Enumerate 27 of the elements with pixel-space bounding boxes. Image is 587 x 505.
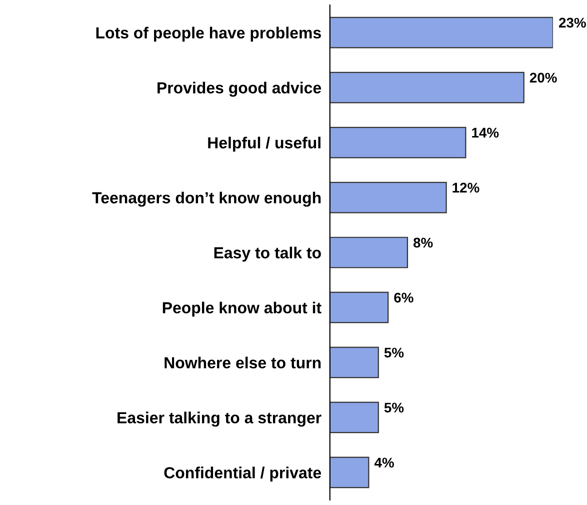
bar bbox=[330, 456, 370, 488]
bar bbox=[330, 72, 524, 104]
bar bbox=[330, 346, 379, 378]
bar bbox=[330, 16, 553, 48]
bar bbox=[330, 402, 379, 434]
y-tick-label: Confidential / private bbox=[164, 466, 322, 482]
data-label: 12% bbox=[452, 182, 480, 193]
data-label: 4% bbox=[374, 458, 394, 468]
bar bbox=[330, 182, 447, 214]
data-label: 23% bbox=[558, 18, 586, 28]
data-label: 14% bbox=[472, 128, 499, 138]
data-label: 5% bbox=[384, 348, 404, 358]
data-label: 5% bbox=[384, 402, 404, 413]
y-tick-label: Helpful / useful bbox=[208, 136, 320, 152]
data-label: 20% bbox=[530, 72, 557, 83]
y-tick-label: People know about it bbox=[162, 302, 322, 317]
y-tick-label: Provides good advice bbox=[158, 82, 322, 97]
y-tick-label: Easy to talk to bbox=[214, 246, 321, 262]
bar bbox=[330, 292, 389, 324]
y-tick-label: Lots of people have problems bbox=[96, 26, 321, 42]
y-tick-label: Easier talking to a stranger bbox=[118, 412, 322, 427]
y-tick-label: Nowhere else to turn bbox=[164, 356, 321, 368]
y-tick-label: Teenagers don’t know enough bbox=[92, 192, 321, 207]
data-label: 6% bbox=[394, 292, 414, 303]
bar bbox=[330, 236, 408, 268]
bar bbox=[330, 126, 466, 158]
data-label: 8% bbox=[413, 238, 433, 248]
